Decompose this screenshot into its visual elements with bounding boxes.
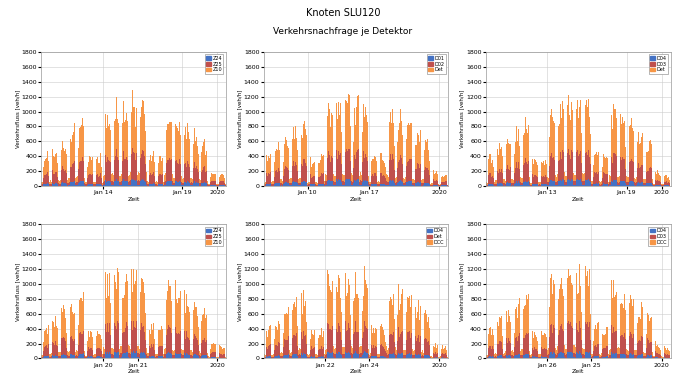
Y-axis label: Verkehrsfluss [veh/h]: Verkehrsfluss [veh/h] — [237, 262, 242, 321]
Y-axis label: Verkehrsfluss [veh/h]: Verkehrsfluss [veh/h] — [460, 262, 464, 321]
Legend: D04, D03, Det: D04, D03, Det — [649, 54, 668, 74]
Text: Knoten SLU120: Knoten SLU120 — [306, 8, 380, 18]
X-axis label: Zeit: Zeit — [128, 369, 140, 374]
X-axis label: Zeit: Zeit — [350, 196, 362, 202]
Legend: D04, D03, DCC: D04, D03, DCC — [648, 227, 668, 246]
Y-axis label: Verkehrsfluss [veh/h]: Verkehrsfluss [veh/h] — [15, 90, 20, 148]
X-axis label: Zeit: Zeit — [350, 369, 362, 374]
Y-axis label: Verkehrsfluss [veh/h]: Verkehrsfluss [veh/h] — [460, 90, 464, 148]
Legend: D01, D02, Det: D01, D02, Det — [427, 54, 446, 74]
Legend: D04, Det, DCC: D04, Det, DCC — [426, 227, 446, 246]
X-axis label: Zeit: Zeit — [128, 196, 140, 202]
Y-axis label: Verkehrsfluss [veh/h]: Verkehrsfluss [veh/h] — [15, 262, 20, 321]
Y-axis label: Verkehrsfluss [veh/h]: Verkehrsfluss [veh/h] — [237, 90, 242, 148]
Legend: Z24, Z25, Z10: Z24, Z25, Z10 — [204, 227, 224, 246]
Legend: Z24, Z25, Z10: Z24, Z25, Z10 — [204, 54, 224, 74]
Text: Verkehrsnachfrage je Detektor: Verkehrsnachfrage je Detektor — [274, 27, 412, 36]
X-axis label: Zeit: Zeit — [572, 196, 584, 202]
X-axis label: Zeit: Zeit — [572, 369, 584, 374]
